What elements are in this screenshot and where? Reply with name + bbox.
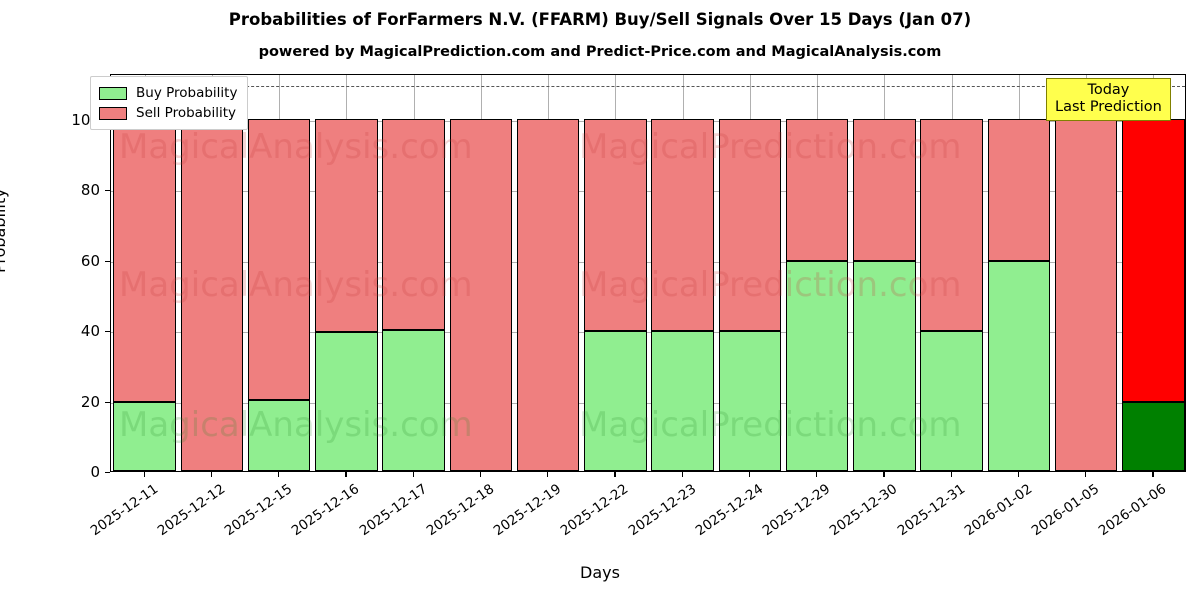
x-axis-tick-mark (278, 472, 280, 477)
y-axis-tick-mark (105, 260, 110, 262)
bar-segment-sell[interactable] (180, 118, 244, 471)
bar-segment-buy[interactable] (113, 401, 176, 471)
bar-segment-sell[interactable] (785, 118, 849, 262)
bar-segment-buy[interactable] (987, 261, 1051, 471)
bar-segment-buy[interactable] (1122, 401, 1185, 471)
x-axis-tick-mark (479, 472, 482, 477)
gridline-horizontal (111, 402, 1185, 404)
y-axis-tick-mark (105, 190, 110, 192)
bar-2025-12-15[interactable] (247, 75, 311, 471)
x-axis-tick-mark (816, 472, 818, 477)
bar-segment-buy[interactable] (315, 332, 378, 471)
legend-label-buy: Buy Probability (136, 85, 238, 101)
bar-segment-sell[interactable] (718, 118, 782, 332)
bar-2025-12-23[interactable] (651, 75, 714, 471)
y-axis-title: Probability (0, 188, 9, 273)
y-axis-tick-mark (105, 331, 110, 333)
bar-2025-12-30[interactable] (853, 75, 916, 471)
bar-segment-sell[interactable] (113, 118, 176, 402)
x-axis-tick-mark (748, 472, 751, 477)
x-axis-tick-mark (412, 472, 414, 477)
bar-segment-sell[interactable] (315, 118, 378, 333)
bar-segment-sell[interactable] (651, 118, 714, 332)
legend-swatch-buy (99, 86, 127, 100)
x-axis-tick-mark (345, 472, 347, 477)
legend-swatch-sell (99, 106, 127, 120)
bar-segment-sell[interactable] (987, 118, 1051, 262)
y-axis-tick-label: 0 (90, 463, 100, 481)
bar-segment-buy[interactable] (920, 331, 983, 471)
bar-2025-12-18[interactable] (449, 75, 513, 471)
x-axis-tick-mark (681, 472, 683, 477)
gridline-horizontal (111, 332, 1185, 334)
bar-segment-buy[interactable] (853, 261, 916, 471)
bar-segment-buy[interactable] (651, 331, 714, 471)
bar-segment-sell[interactable] (449, 118, 513, 471)
x-axis-tick-mark (1152, 472, 1154, 477)
bar-2025-12-24[interactable] (718, 75, 782, 471)
bar-segment-sell[interactable] (853, 118, 916, 262)
y-axis-tick-label: 60 (80, 251, 100, 270)
x-axis-title: Days (580, 563, 620, 582)
chart-title: Probabilities of ForFarmers N.V. (FFARM)… (228, 10, 972, 29)
bar-segment-buy[interactable] (382, 329, 445, 471)
today-annotation: Today Last Prediction (1046, 78, 1171, 122)
bar-2025-12-11[interactable] (113, 75, 176, 471)
x-axis-tick-mark (1017, 472, 1020, 477)
x-axis-tick-mark (950, 472, 952, 477)
bar-segment-buy[interactable] (718, 331, 782, 471)
y-axis-tick-mark (105, 472, 110, 474)
bar-2025-12-17[interactable] (382, 75, 445, 471)
bar-2025-12-29[interactable] (785, 75, 849, 471)
bar-segment-buy[interactable] (584, 331, 647, 471)
plot-inner: MagicalAnalysis.com MagicalPrediction.com… (111, 75, 1185, 471)
plot-area: MagicalAnalysis.com MagicalPrediction.com… (110, 74, 1186, 472)
bar-2025-12-31[interactable] (920, 75, 983, 471)
x-axis-tick-mark (143, 472, 145, 477)
bar-segment-sell[interactable] (920, 118, 983, 332)
threshold-dashed-line (111, 85, 1185, 87)
bar-segment-sell[interactable] (1054, 118, 1118, 471)
bar-2026-01-05[interactable] (1054, 75, 1118, 471)
legend-label-sell: Sell Probability (136, 105, 237, 121)
bar-segment-sell[interactable] (584, 118, 647, 332)
x-axis-tick-mark (1085, 472, 1087, 477)
y-axis-tick-mark (105, 401, 110, 403)
gridline-horizontal (111, 261, 1185, 263)
chart-subtitle: powered by MagicalPrediction.com and Pre… (258, 44, 942, 60)
legend-item-buy[interactable]: Buy Probability (99, 83, 237, 103)
bar-segment-sell[interactable] (247, 118, 311, 400)
bar-segment-sell[interactable] (516, 118, 580, 471)
bar-2026-01-06[interactable] (1122, 75, 1185, 471)
bar-2025-12-16[interactable] (315, 75, 378, 471)
x-axis-tick-mark (210, 472, 213, 477)
bar-segment-sell[interactable] (382, 118, 445, 330)
y-axis-tick-label: 40 (80, 322, 100, 341)
bar-segment-sell[interactable] (1122, 118, 1185, 402)
bar-segment-buy[interactable] (247, 399, 311, 471)
y-axis-tick-label: 20 (80, 392, 100, 411)
bar-segment-buy[interactable] (785, 261, 849, 471)
x-axis-tick-mark (883, 472, 885, 477)
x-axis-tick-mark (614, 472, 616, 477)
gridline-horizontal (111, 120, 1185, 122)
x-axis-tick-mark (547, 472, 549, 477)
bar-2025-12-19[interactable] (516, 75, 580, 471)
bar-2026-01-02[interactable] (987, 75, 1051, 471)
y-axis-tick-label: 80 (80, 181, 100, 200)
bar-2025-12-22[interactable] (584, 75, 647, 471)
today-annotation-line2: Last Prediction (1055, 99, 1162, 116)
bar-2025-12-12[interactable] (180, 75, 244, 471)
gridline-horizontal (111, 191, 1185, 193)
legend-item-sell[interactable]: Sell Probability (99, 103, 237, 123)
today-annotation-line1: Today (1087, 82, 1130, 98)
chart-legend: Buy Probability Sell Probability (90, 76, 249, 130)
